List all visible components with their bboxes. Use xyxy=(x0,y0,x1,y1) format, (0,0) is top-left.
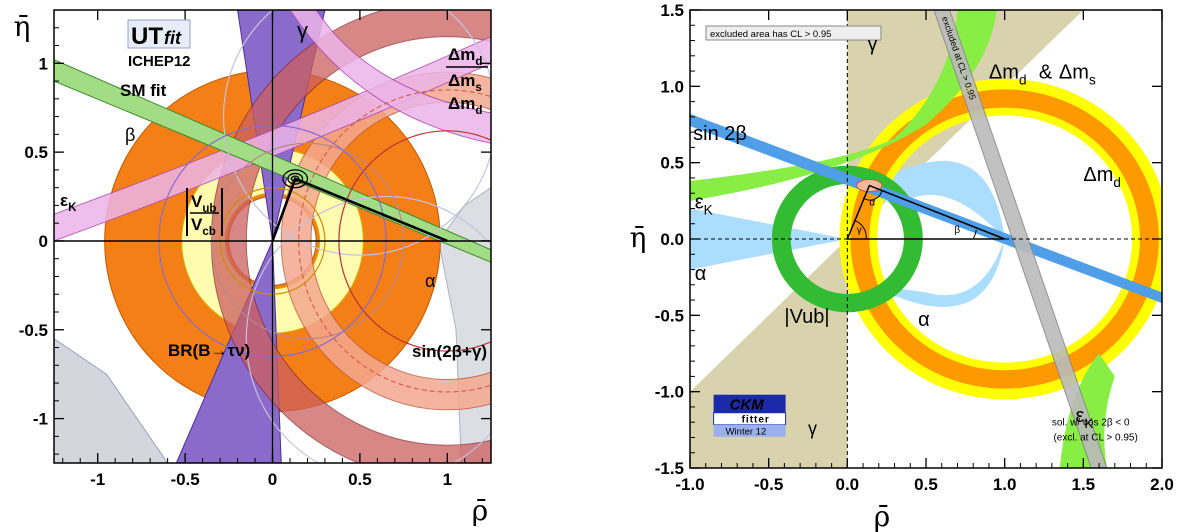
y-tick-label: -1.5 xyxy=(655,459,684,478)
unitarity-triangle xyxy=(846,184,1005,240)
x-tick-label: 0.5 xyxy=(914,475,938,494)
y-axis-label: η̄ xyxy=(14,10,31,43)
epsk-band-pink-upper xyxy=(289,10,491,144)
gamma-label: γ xyxy=(297,18,308,43)
y-tick-label: -0.5 xyxy=(655,306,684,325)
ckmfitter-panel: -1.0 -0.5 0.0 0.5 1.0 1.5 2.0 -1.5 -1.0 -0.5 0.0 0.… xyxy=(620,0,1189,532)
alpha-band-lower xyxy=(870,239,1005,308)
sin2bg-band-grey xyxy=(438,187,491,463)
utfit-logo-ichep: ICHEP12 xyxy=(128,53,191,70)
epsk-label-lower: εK xyxy=(1075,405,1093,431)
vub-denominator: Vcb xyxy=(191,215,216,238)
sm-fit-contour-2 xyxy=(282,169,309,189)
gamma-small-label: γ xyxy=(857,225,862,236)
alpha-small-label: α xyxy=(869,197,875,208)
sm-fit-label: SM fit xyxy=(120,81,167,100)
dm-label-d: Δmd xyxy=(989,62,1027,88)
beta-label: β xyxy=(125,125,135,145)
alpha-arc xyxy=(862,190,883,201)
epsk-band-upper xyxy=(690,10,997,201)
y-tick-label: -0.5 xyxy=(19,321,48,340)
ckm-logo-fitter: fitter xyxy=(742,415,770,426)
x-tick-label: -0.5 xyxy=(754,475,783,494)
dm-amp: & xyxy=(1039,62,1053,84)
x-tick-label: 2.0 xyxy=(1150,475,1174,494)
epsk-label-left: εK xyxy=(695,191,713,217)
x-axis-label: ρ̄ xyxy=(472,494,488,527)
utfit-logo-box xyxy=(127,19,191,49)
excluded-label: excluded area has CL > 0.95 xyxy=(710,29,831,40)
x-axis-label: ρ̄ xyxy=(874,500,890,532)
alpha-band-upper xyxy=(870,160,1005,239)
x-tick-label: -1 xyxy=(90,470,105,489)
y-tick-label: -1.0 xyxy=(655,383,684,402)
y-tick-label: 0.5 xyxy=(660,154,684,173)
ckm-logo-top xyxy=(713,394,786,413)
dm-label-s: Δms xyxy=(1059,62,1096,88)
dm-ratio-numerator: Δmd xyxy=(448,45,482,68)
alpha-label: α xyxy=(425,271,435,291)
vub-numerator: Vub xyxy=(191,192,216,215)
epsk-label: εK xyxy=(60,191,77,214)
sol-label-2: (excl. at CL > 0.95) xyxy=(1053,433,1137,444)
ckmfitter-chart: -1.0 -0.5 0.0 0.5 1.0 1.5 2.0-1.5-1.0-0.50.00.… xyxy=(630,1,1174,532)
x-tick-label: 1.5 xyxy=(1072,475,1096,494)
x-tick-label: 0.5 xyxy=(348,470,372,489)
x-tick-label: 0.0 xyxy=(836,475,860,494)
gamma-label-lower: γ xyxy=(808,418,817,438)
plot-area xyxy=(54,10,491,463)
dm-ratio-denominator: Δms xyxy=(448,71,482,94)
gamma-arc xyxy=(854,220,867,240)
utfit-chart: -1 -0.5 0 0.5 1 -1 -0.5 0 0.5 1 ρ̄ η̄ UT fit ICHEP12 SM… xyxy=(14,9,492,527)
epsk-band-lower-left xyxy=(54,338,169,463)
vub-label: |Vub| xyxy=(784,306,829,328)
dmd-label: Δmd xyxy=(448,94,482,117)
br-taunu-label: BR(B→τν) xyxy=(168,341,250,360)
ckm-logo-bottom xyxy=(713,424,786,437)
ckm-logo-ckm: CKM xyxy=(730,397,765,414)
unitarity-triangle xyxy=(271,177,448,243)
alpha-label-left: α xyxy=(695,263,707,285)
dm-contour-3 xyxy=(298,89,491,393)
x-tick-label: 1.0 xyxy=(993,475,1017,494)
y-tick-label: 0.5 xyxy=(24,143,48,162)
alpha-curve-2 xyxy=(245,195,491,463)
alpha-label-lower: α xyxy=(918,309,930,331)
sin2bg-label: sin(2β+γ) xyxy=(412,342,487,361)
utfit-panel: -1 -0.5 0 0.5 1 -1 -0.5 0 0.5 1 ρ̄ η̄ UT fit ICHEP12 SM… xyxy=(0,0,500,532)
x-tick-label: -1.0 xyxy=(675,475,704,494)
y-tick-label: 0.0 xyxy=(660,230,684,249)
y-axis-label: η̄ xyxy=(630,221,647,254)
y-tick-label: 1 xyxy=(39,54,48,73)
alpha-curve-1 xyxy=(222,10,491,256)
y-tick-label: 0 xyxy=(39,232,48,251)
x-tick-label: 0 xyxy=(268,470,277,489)
sin2b-label: sin 2β xyxy=(693,123,747,145)
x-tick-label: -0.5 xyxy=(170,470,199,489)
sm-fit-contour-1 xyxy=(287,172,304,185)
ckm-logo-winter: Winter 12 xyxy=(726,427,767,438)
utfit-logo-ut: UT xyxy=(131,23,163,50)
y-tick-label: 1.0 xyxy=(660,77,684,96)
x-tick-label: 1 xyxy=(443,470,452,489)
dmd-label: Δmd xyxy=(1083,164,1121,190)
utfit-logo-fit: fit xyxy=(164,28,182,48)
gamma-label-upper: γ xyxy=(868,35,878,56)
beta-small-label: β xyxy=(954,225,960,236)
y-tick-label: 1.5 xyxy=(660,1,684,20)
y-tick-label: -1 xyxy=(33,410,48,429)
beta-arc xyxy=(972,229,977,240)
excluded-label-box xyxy=(705,25,882,41)
sol-label-1: sol. w/ cos 2β < 0 xyxy=(1052,417,1130,428)
